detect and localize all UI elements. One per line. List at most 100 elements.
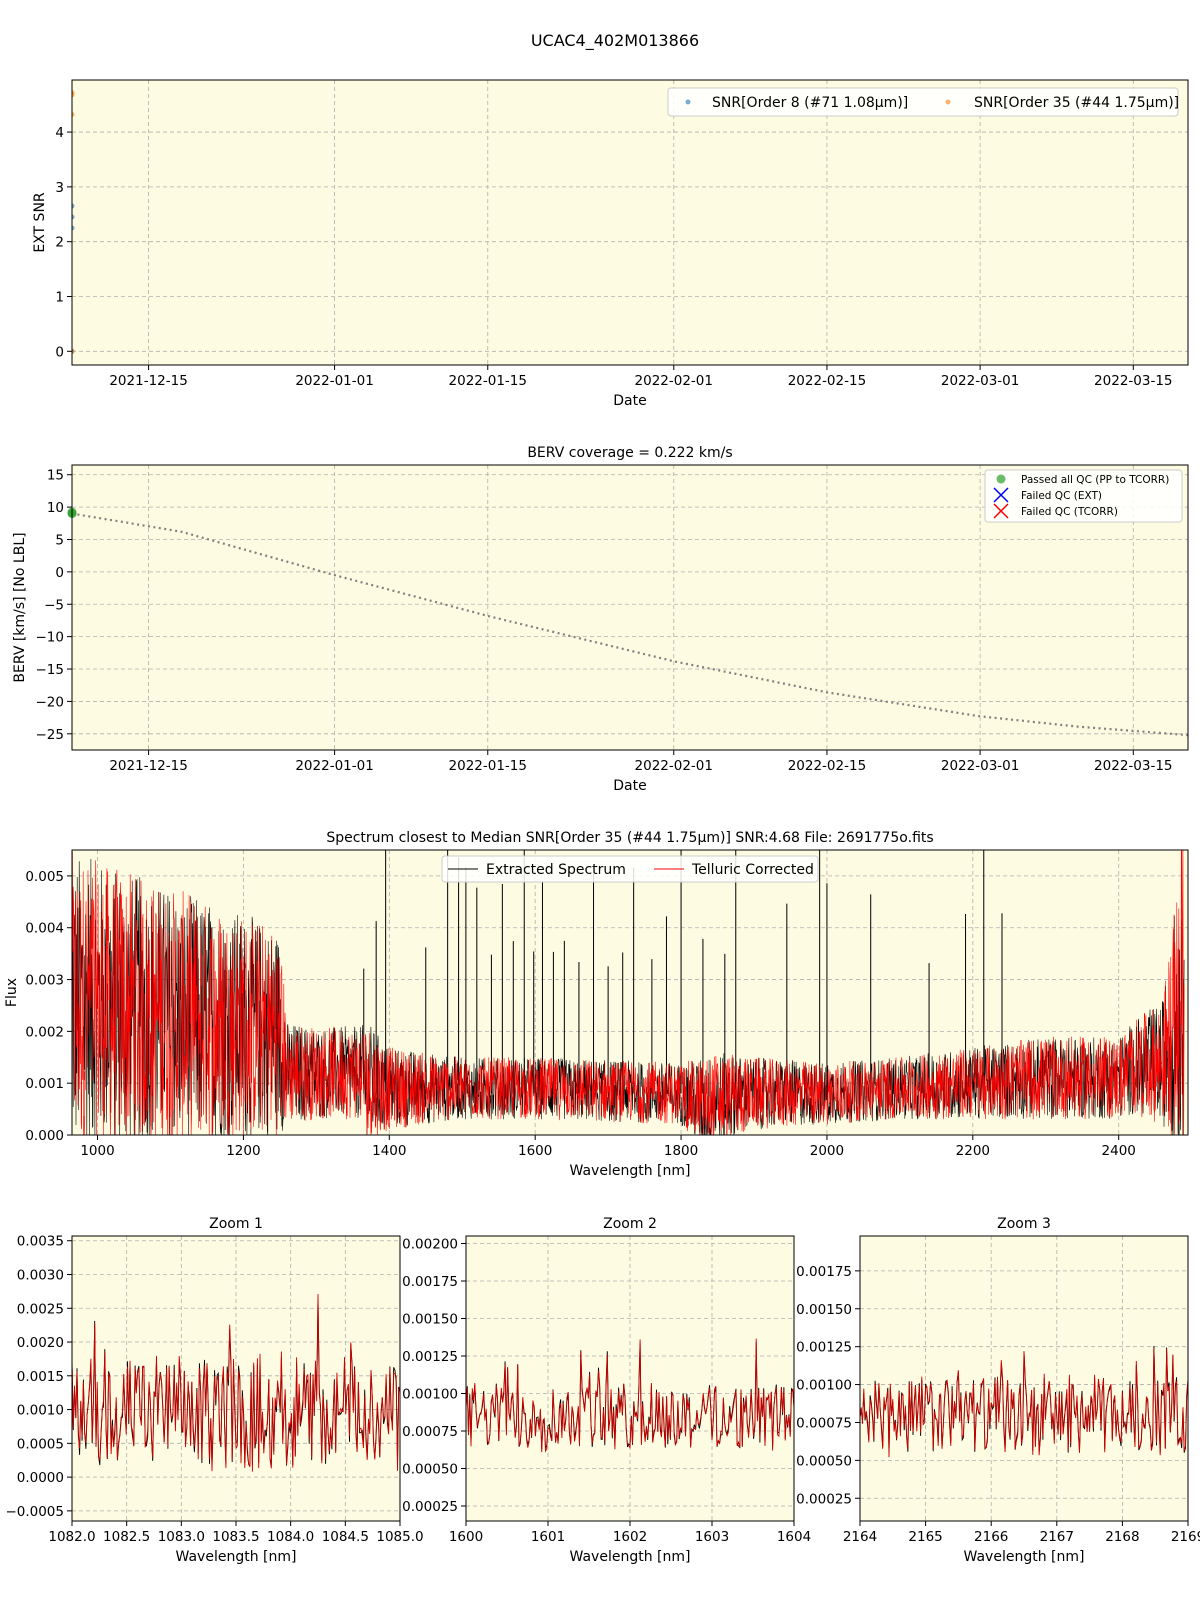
y-tick-label: −25 bbox=[36, 727, 65, 743]
legend-label: SNR[Order 8 (#71 1.08μm)] bbox=[712, 95, 908, 111]
y-tick-label: 0.002 bbox=[25, 1024, 64, 1040]
y-tick-label: 4 bbox=[55, 125, 64, 141]
x-axis-label: Wavelength [nm] bbox=[176, 1549, 297, 1565]
axes-frame bbox=[71, 79, 1189, 366]
y-tick-label: 0.00075 bbox=[402, 1424, 458, 1440]
data-layer bbox=[466, 1338, 794, 1453]
x-tick-label: 2000 bbox=[810, 1143, 844, 1159]
y-tick-label: 0.00025 bbox=[402, 1499, 458, 1515]
x-tick-label: 1602 bbox=[613, 1529, 647, 1545]
x-axis-label: Date bbox=[613, 393, 646, 409]
legend: Passed all QC (PP to TCORR) Failed QC (EX… bbox=[984, 469, 1183, 523]
x-tick-label: 2022-01-01 bbox=[295, 373, 373, 389]
y-tick-label: 5 bbox=[55, 532, 64, 548]
y-axis-label: Flux bbox=[4, 978, 20, 1007]
legend-marker bbox=[685, 99, 691, 105]
x-tick-label: 1084.5 bbox=[322, 1529, 369, 1545]
x-tick-label: 2022-02-01 bbox=[635, 758, 713, 774]
x-tick-label: 2022-03-15 bbox=[1094, 758, 1172, 774]
panel-title: BERV coverage = 0.222 km/s bbox=[527, 445, 732, 461]
y-tick-label: 0.0020 bbox=[17, 1335, 64, 1351]
x-tick-label: 2022-02-15 bbox=[788, 758, 866, 774]
grid bbox=[72, 465, 1188, 750]
y-tick-label: 0.00200 bbox=[402, 1237, 458, 1253]
y-tick-label: 0.00100 bbox=[402, 1387, 458, 1403]
x-tick-label: 2168 bbox=[1105, 1529, 1139, 1545]
snr-point bbox=[72, 214, 75, 220]
x-tick-label: 2022-01-01 bbox=[295, 758, 373, 774]
legend-label: Failed QC (TCORR) bbox=[1021, 506, 1118, 518]
telluric-corrected-line bbox=[72, 850, 1185, 1135]
y-tick-label: 0.00150 bbox=[796, 1302, 852, 1318]
data-layer bbox=[72, 1294, 400, 1472]
y-tick-label: 10 bbox=[47, 500, 64, 516]
y-tick-label: 0.004 bbox=[25, 921, 64, 937]
snr-point bbox=[72, 92, 75, 98]
legend-box bbox=[984, 469, 1183, 523]
x-tick-label: 2022-03-15 bbox=[1094, 373, 1172, 389]
y-tick-label: 1 bbox=[55, 289, 64, 305]
plot-area bbox=[72, 80, 1188, 365]
y-tick-label: 0.00025 bbox=[796, 1491, 852, 1507]
x-tick-label: 1200 bbox=[226, 1143, 260, 1159]
y-tick-label: 3 bbox=[55, 180, 64, 196]
legend-box bbox=[441, 855, 819, 883]
y-tick-label: 0.0025 bbox=[17, 1301, 64, 1317]
legend-label: Failed QC (EXT) bbox=[1021, 490, 1102, 502]
x-tick-label: 1084.0 bbox=[267, 1529, 314, 1545]
x-tick-label: 2167 bbox=[1040, 1529, 1074, 1545]
y-tick-label: 0.00125 bbox=[796, 1340, 852, 1356]
axes-frame bbox=[71, 849, 1189, 1136]
y-tick-label: 0.0010 bbox=[17, 1403, 64, 1419]
x-tick-label: 1601 bbox=[531, 1529, 565, 1545]
x-tick-label: 2164 bbox=[843, 1529, 877, 1545]
y-tick-label: 0.005 bbox=[25, 869, 64, 885]
telluric-corrected-line bbox=[72, 1294, 400, 1472]
x-axis-label: Date bbox=[613, 778, 646, 794]
telluric-corrected-line bbox=[860, 1348, 1188, 1458]
x-tick-label: 1800 bbox=[664, 1143, 698, 1159]
y-tick-label: 0 bbox=[55, 344, 64, 360]
y-tick-label: −15 bbox=[36, 662, 65, 678]
y-tick-label: 0.00100 bbox=[796, 1378, 852, 1394]
x-tick-label: 1085.0 bbox=[376, 1529, 423, 1545]
x-tick-label: 1082.0 bbox=[48, 1529, 95, 1545]
y-tick-label: 0.0015 bbox=[17, 1369, 64, 1385]
data-layer bbox=[72, 512, 1188, 737]
x-tick-label: 1082.5 bbox=[103, 1529, 150, 1545]
snr-point bbox=[72, 348, 75, 354]
x-axis-label: Wavelength [nm] bbox=[570, 1549, 691, 1565]
x-tick-label: 2022-03-01 bbox=[941, 758, 1019, 774]
x-tick-label: 1083.5 bbox=[212, 1529, 259, 1545]
y-tick-label: 0.0035 bbox=[17, 1234, 64, 1250]
legend-marker bbox=[945, 99, 951, 105]
snr-point bbox=[72, 112, 75, 118]
x-tick-label: 2022-01-15 bbox=[449, 758, 527, 774]
zoom2-panel: 1600 1601 1602 1603 1604 0.00025 0.00050 0.0007… bbox=[402, 1216, 811, 1565]
y-tick-label: 0.001 bbox=[25, 1076, 64, 1092]
y-axis-label: BERV [km/s] [No LBL] bbox=[12, 532, 28, 682]
legend-label: SNR[Order 35 (#44 1.75μm)] bbox=[974, 95, 1179, 111]
y-tick-label: 0.00150 bbox=[402, 1312, 458, 1328]
x-tick-label: 2021-12-15 bbox=[109, 373, 187, 389]
x-tick-label: 1400 bbox=[372, 1143, 406, 1159]
telluric-corrected-line bbox=[466, 1338, 794, 1453]
legend-label: Extracted Spectrum bbox=[486, 862, 626, 878]
y-tick-label: 0.0000 bbox=[17, 1470, 64, 1486]
x-tick-label: 2200 bbox=[956, 1143, 990, 1159]
panel-title: Zoom 1 bbox=[209, 1216, 263, 1232]
y-tick-label: −5 bbox=[44, 597, 64, 613]
y-axis-label: EXT SNR bbox=[32, 192, 48, 253]
y-tick-label: 0.00050 bbox=[796, 1453, 852, 1469]
x-tick-label: 2021-12-15 bbox=[109, 758, 187, 774]
snr-point bbox=[72, 203, 75, 209]
axes-frame bbox=[71, 464, 1189, 751]
x-tick-label: 2169 bbox=[1171, 1529, 1200, 1545]
y-tick-label: 0.000 bbox=[25, 1128, 64, 1144]
x-tick-label: 2166 bbox=[974, 1529, 1008, 1545]
berv-panel: 2021-12-15 2022-01-01 2022-01-15 2022-02-01… bbox=[12, 445, 1189, 794]
legend-marker bbox=[996, 474, 1006, 484]
y-tick-label: −20 bbox=[36, 694, 65, 710]
y-tick-label: 0.00175 bbox=[796, 1264, 852, 1280]
